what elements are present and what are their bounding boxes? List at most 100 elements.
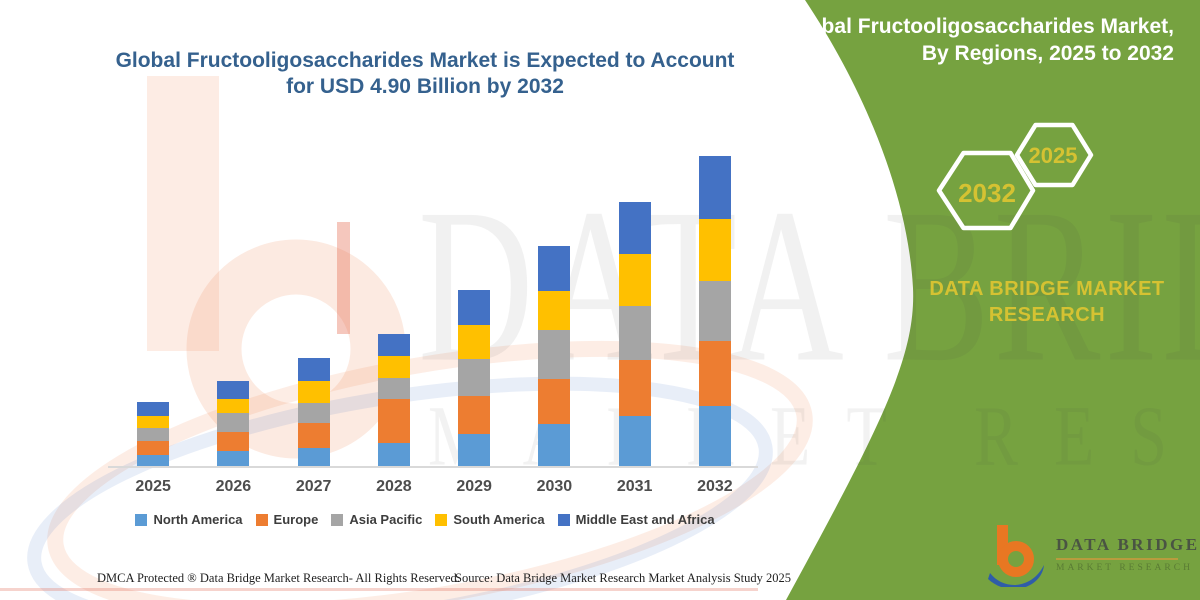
segment-europe-2031 — [618, 360, 651, 416]
x-axis-label-2028: 2028 — [376, 478, 412, 495]
logo-underline — [1056, 558, 1178, 560]
bar-stack-2028 — [377, 333, 410, 468]
chart-legend: North America Europe Asia Pacific South Ame… — [90, 512, 760, 527]
segment-asia-pacific-2032 — [698, 281, 731, 341]
segment-north-america-2032 — [698, 405, 731, 468]
banner-heading: Global Fructooligosaccharides Market, By… — [754, 13, 1174, 67]
hexagon-2025 — [1014, 122, 1094, 188]
segment-europe-2032 — [698, 340, 731, 406]
bars-row — [113, 128, 755, 468]
banner-brand-name: DATA BRIDGE MARKET RESEARCH — [928, 276, 1166, 328]
legend-swatch-north-america — [135, 513, 148, 526]
logo-b-stem — [997, 525, 1008, 565]
bar-column-2032 — [675, 155, 755, 468]
segment-north-america-2027 — [297, 448, 330, 468]
legend-swatch-europe — [255, 513, 268, 526]
legend-label-asia-pacific: Asia Pacific — [349, 512, 423, 527]
bar-column-2027 — [274, 357, 354, 468]
x-axis-label-2027: 2027 — [295, 478, 332, 495]
legend-item-north-america: North America — [135, 512, 243, 527]
segment-middle-east-and-africa-2032 — [698, 155, 731, 220]
watermark-logo-red-accent — [337, 222, 350, 334]
segment-south-america-2026 — [217, 399, 250, 413]
legend-swatch-asia-pacific — [331, 513, 344, 526]
segment-asia-pacific-2029 — [458, 359, 491, 397]
logo-d-swoosh — [988, 565, 1044, 587]
segment-middle-east-and-africa-2028 — [377, 333, 410, 356]
segment-asia-pacific-2026 — [217, 412, 250, 433]
segment-south-america-2029 — [458, 324, 491, 360]
banner-hexagons — [936, 122, 1094, 231]
segment-north-america-2029 — [458, 434, 491, 468]
segment-middle-east-and-africa-2026 — [217, 381, 250, 400]
segment-asia-pacific-2025 — [137, 427, 170, 441]
legend-item-asia-pacific: Asia Pacific — [331, 512, 422, 527]
segment-middle-east-and-africa-2029 — [458, 290, 491, 325]
segment-europe-2028 — [377, 399, 410, 444]
bar-column-2030 — [514, 246, 594, 468]
banner-brand-line2: RESEARCH — [988, 304, 1106, 326]
segment-north-america-2026 — [217, 450, 250, 468]
bar-column-2029 — [434, 290, 514, 468]
legend-label-europe: Europe — [273, 512, 319, 527]
segment-south-america-2030 — [538, 290, 571, 330]
x-axis-label-2029: 2029 — [456, 478, 492, 495]
bar-column-2028 — [354, 333, 434, 468]
data-bridge-logo: DATA BRIDGE MARKET RESEARCH — [986, 523, 1197, 589]
bar-stack-2031 — [618, 201, 651, 468]
banner-brand-line1: DATA BRIDGE MARKET — [929, 278, 1165, 300]
bar-stack-2027 — [297, 357, 330, 468]
watermark-logo-b-stem — [147, 76, 219, 351]
segment-south-america-2031 — [618, 254, 651, 307]
segment-europe-2025 — [137, 440, 170, 455]
segment-middle-east-and-africa-2027 — [297, 357, 330, 382]
bar-column-2025 — [113, 402, 193, 468]
watermark-swoosh-orange — [47, 340, 813, 600]
chart-title-line1: Global Fructooligosaccharides Market is … — [115, 49, 735, 72]
segment-europe-2027 — [297, 422, 330, 449]
hexagon-2032 — [936, 150, 1036, 231]
footer-source-text: Source: Data Bridge Market Research Mark… — [455, 571, 792, 585]
segment-north-america-2031 — [618, 415, 651, 468]
data-bridge-logo-icon — [988, 525, 1044, 587]
segment-south-america-2025 — [137, 415, 170, 428]
segment-south-america-2027 — [297, 381, 330, 404]
segment-asia-pacific-2030 — [538, 329, 571, 379]
segment-europe-2030 — [538, 378, 571, 424]
x-axis-label-2025: 2025 — [135, 478, 171, 495]
segment-europe-2029 — [458, 396, 491, 435]
logo-text-column: DATA BRIDGE MARKET RESEARCH — [1056, 535, 1197, 573]
segment-europe-2026 — [217, 432, 250, 451]
legend-swatch-south-america — [435, 513, 448, 526]
chart-title: Global Fructooligosaccharides Market is … — [95, 48, 755, 100]
bar-stack-2025 — [137, 402, 170, 468]
x-axis-label-2031: 2031 — [616, 478, 653, 495]
legend-item-europe: Europe — [255, 512, 319, 527]
x-axis-label-2032: 2032 — [697, 478, 733, 495]
x-axis-label-2030: 2030 — [536, 478, 573, 495]
legend-swatch-middle-east-and-africa — [557, 513, 570, 526]
x-axis-labels: 2025 2026 2027 2028 2029 2030 2031 2032 — [113, 478, 755, 496]
chart-title-line2: for USD 4.90 Billion by 2032 — [286, 75, 564, 98]
bar-column-2031 — [595, 201, 675, 468]
segment-middle-east-and-africa-2030 — [538, 246, 571, 291]
banner-heading-line2: By Regions, 2025 to 2032 — [921, 42, 1174, 65]
bar-stack-2029 — [458, 290, 491, 468]
x-axis-label-2026: 2026 — [215, 478, 252, 495]
logo-subname-text: MARKET RESEARCH — [1056, 563, 1193, 573]
segment-north-america-2030 — [538, 424, 571, 468]
bar-stack-2030 — [538, 246, 571, 468]
banner-heading-line1: Global Fructooligosaccharides Market, — [786, 15, 1174, 38]
legend-label-north-america: North America — [153, 512, 243, 527]
hexagon-2025-label: 2025 — [1028, 143, 1078, 168]
segment-south-america-2032 — [698, 219, 731, 282]
legend-item-middle-east-and-africa: Middle East and Africa — [557, 512, 715, 527]
bar-stack-2026 — [217, 381, 250, 468]
segment-middle-east-and-africa-2031 — [618, 201, 651, 255]
watermark-bottom-rule — [0, 588, 758, 591]
segment-asia-pacific-2031 — [618, 306, 651, 361]
segment-north-america-2025 — [137, 454, 170, 468]
segment-middle-east-and-africa-2025 — [137, 402, 170, 416]
